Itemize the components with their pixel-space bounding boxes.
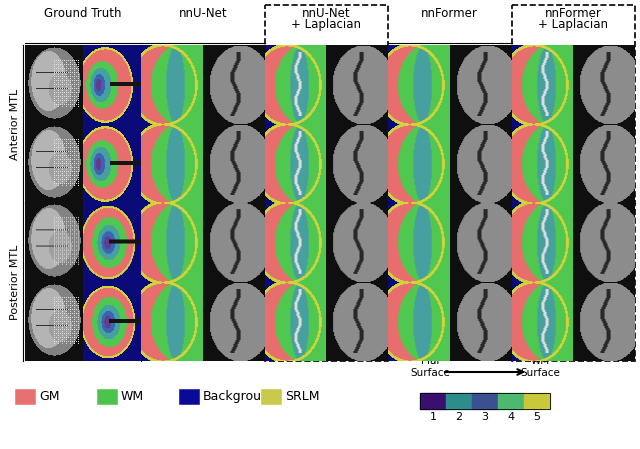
Text: + Laplacian: + Laplacian <box>538 18 608 31</box>
Bar <box>97 389 117 404</box>
Bar <box>498 393 524 409</box>
Bar <box>261 389 281 404</box>
Bar <box>0 0 25 449</box>
Text: nnFormer: nnFormer <box>421 7 478 20</box>
Text: Ground Truth: Ground Truth <box>44 7 122 20</box>
Bar <box>264 5 388 361</box>
Text: Posterior MTL: Posterior MTL <box>10 244 20 320</box>
Text: 2: 2 <box>456 412 463 422</box>
Text: + Laplacian: + Laplacian <box>291 18 361 31</box>
Text: 4: 4 <box>508 412 515 422</box>
Bar <box>0 361 640 449</box>
Bar <box>0 0 640 45</box>
Bar <box>420 393 550 409</box>
Bar <box>420 393 446 409</box>
Text: WM: WM <box>121 390 144 403</box>
Bar <box>524 393 550 409</box>
Bar <box>179 389 199 404</box>
Text: nnU-Net: nnU-Net <box>179 7 227 20</box>
Text: Anterior MTL: Anterior MTL <box>10 88 20 160</box>
Bar <box>446 393 472 409</box>
Text: GM: GM <box>39 390 60 403</box>
Text: SRLM: SRLM <box>285 390 319 403</box>
Text: 1: 1 <box>429 412 436 422</box>
Text: nnFormer: nnFormer <box>545 7 602 20</box>
Text: Background: Background <box>203 390 278 403</box>
Bar <box>15 389 35 404</box>
Text: nnU-Net: nnU-Net <box>302 7 351 20</box>
Text: 3: 3 <box>481 412 488 422</box>
Text: WM
Surface: WM Surface <box>520 357 560 378</box>
Text: Pial
Surface: Pial Surface <box>410 357 450 378</box>
Text: 5: 5 <box>534 412 541 422</box>
Bar <box>472 393 498 409</box>
Bar <box>511 5 635 361</box>
